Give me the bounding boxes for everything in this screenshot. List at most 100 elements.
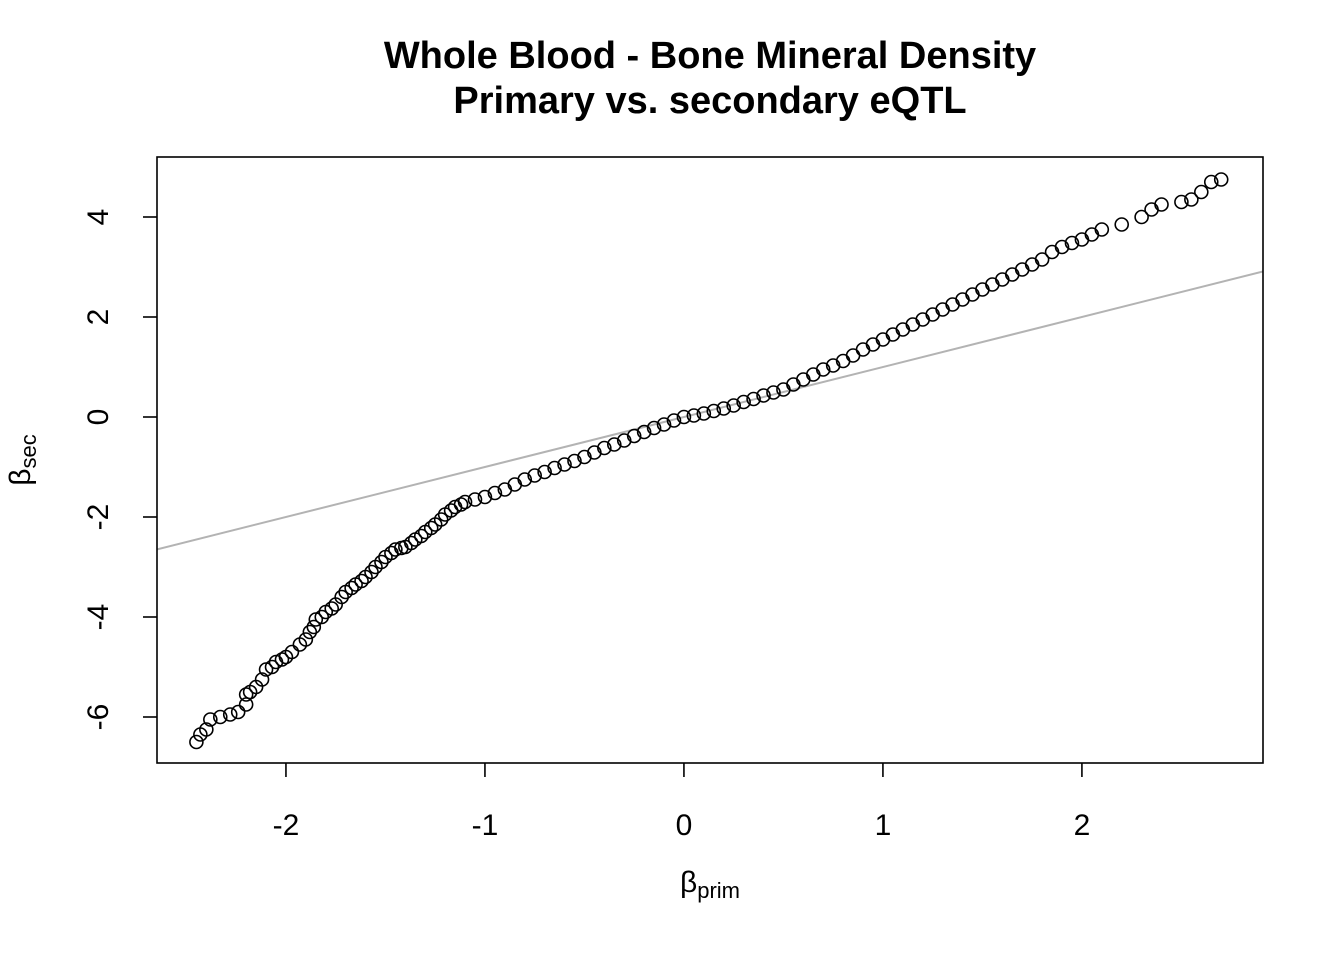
point xyxy=(364,564,379,580)
x-tick-label: 0 xyxy=(676,809,693,842)
point xyxy=(606,437,622,452)
point xyxy=(975,282,990,297)
point xyxy=(656,417,672,432)
point xyxy=(1174,194,1189,210)
point xyxy=(925,307,940,322)
point xyxy=(905,317,921,332)
point xyxy=(1213,172,1229,187)
point xyxy=(597,440,612,456)
point xyxy=(230,704,246,720)
point xyxy=(212,709,228,725)
x-tick-label: 2 xyxy=(1074,809,1091,842)
point xyxy=(264,659,280,675)
y-tick-label: 4 xyxy=(82,209,115,226)
point xyxy=(636,424,652,440)
y-axis-subscript: sec xyxy=(16,434,41,468)
point xyxy=(314,609,330,625)
point xyxy=(274,652,290,667)
point xyxy=(1094,222,1110,237)
x-axis-subscript: prim xyxy=(697,878,740,903)
point xyxy=(756,388,771,403)
point xyxy=(726,398,741,413)
point xyxy=(766,385,781,400)
point xyxy=(985,277,1000,292)
chart-title: Whole Blood - Bone Mineral Density xyxy=(384,35,1036,77)
point xyxy=(537,464,552,480)
point xyxy=(334,589,349,605)
y-tick-label: -4 xyxy=(82,604,115,631)
point xyxy=(746,391,761,407)
point xyxy=(1134,209,1149,225)
y-tick-label: -2 xyxy=(82,504,115,531)
point xyxy=(736,394,751,410)
point xyxy=(1064,235,1080,251)
point xyxy=(344,580,359,596)
point xyxy=(1084,227,1100,242)
point xyxy=(915,312,931,327)
point xyxy=(189,734,204,750)
point xyxy=(507,477,523,492)
point xyxy=(457,494,473,510)
point xyxy=(467,492,483,507)
point xyxy=(284,644,300,660)
point xyxy=(895,322,911,337)
point xyxy=(995,272,1010,287)
x-tick-label: 1 xyxy=(875,809,892,842)
point xyxy=(955,292,970,307)
point xyxy=(676,409,692,425)
point xyxy=(238,687,254,702)
point xyxy=(298,632,314,647)
point xyxy=(404,535,419,551)
y-tick-label: 0 xyxy=(82,409,115,426)
point xyxy=(1194,184,1209,200)
point xyxy=(203,712,218,727)
point xyxy=(1024,257,1040,272)
point xyxy=(696,406,712,421)
point xyxy=(1014,262,1030,277)
point xyxy=(885,327,901,342)
point xyxy=(646,420,662,436)
chart-subtitle: Primary vs. secondary eQTL xyxy=(453,80,966,122)
x-tick-label: -2 xyxy=(273,809,300,842)
point xyxy=(527,468,542,483)
point xyxy=(374,554,389,570)
x-tick-label: -1 xyxy=(472,809,499,842)
point xyxy=(616,433,632,448)
point xyxy=(666,413,682,428)
y-axis-label: βsec xyxy=(4,434,41,486)
point xyxy=(626,428,642,444)
point xyxy=(1114,217,1130,232)
point xyxy=(825,358,841,373)
point xyxy=(254,672,270,687)
point xyxy=(796,372,811,387)
point xyxy=(567,453,582,469)
point xyxy=(557,457,572,472)
x-axis-label: βprim xyxy=(680,866,740,903)
point xyxy=(1044,244,1060,260)
point xyxy=(805,367,821,382)
point xyxy=(815,362,831,377)
plot-frame xyxy=(156,156,1264,764)
point xyxy=(965,287,980,302)
point xyxy=(577,449,592,465)
point xyxy=(413,528,429,544)
point xyxy=(453,497,469,512)
point xyxy=(686,408,702,423)
point xyxy=(706,403,722,419)
y-tick-label: 2 xyxy=(82,309,115,326)
point xyxy=(324,601,340,616)
y-axis-symbol: β xyxy=(4,468,37,485)
point xyxy=(865,337,881,352)
point xyxy=(477,489,493,505)
point xyxy=(354,573,369,589)
point xyxy=(1154,197,1169,212)
point xyxy=(306,619,322,635)
point xyxy=(1004,267,1020,282)
point xyxy=(388,542,403,557)
point xyxy=(845,348,861,363)
point xyxy=(1184,192,1199,207)
point xyxy=(1034,252,1050,267)
point xyxy=(547,460,562,476)
point xyxy=(222,707,238,722)
point xyxy=(875,332,891,347)
